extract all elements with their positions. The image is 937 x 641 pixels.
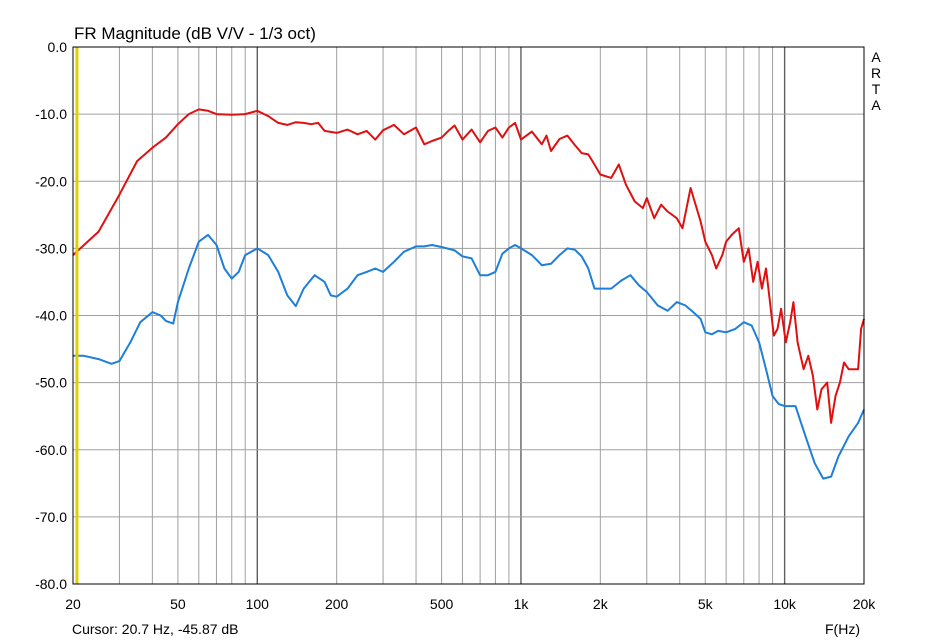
watermark-letter: A [871,49,881,65]
x-tick-label: 2k [593,596,609,612]
y-tick-label: -20.0 [35,173,67,189]
y-tick-label: 0.0 [48,39,68,55]
y-tick-label: -40.0 [35,308,67,324]
x-tick-label: 10k [773,596,797,612]
x-tick-label: 20k [853,596,877,612]
x-axis-ticks: 20 50 100 200 500 1k 2k 5k 10k 20k [65,596,876,612]
x-tick-label: 50 [170,596,186,612]
watermark-letter: A [871,97,881,113]
x-axis-label: F(Hz) [825,621,860,637]
series-line-2 [73,233,865,480]
x-tick-label: 5k [698,596,714,612]
x-tick-label: 200 [325,596,349,612]
y-tick-label: -80.0 [35,576,67,592]
series-layer [72,108,865,480]
watermark-letter: R [871,65,881,81]
x-tick-label: 100 [246,596,270,612]
plot-frame [72,46,865,585]
grid [73,47,864,584]
x-tick-label: 1k [514,596,530,612]
y-tick-label: -30.0 [35,240,67,256]
series-line-1 [72,108,865,424]
watermark-letter: T [872,81,881,97]
x-tick-label: 20 [65,596,81,612]
y-tick-label: -60.0 [35,442,67,458]
cursor-readout: Cursor: 20.7 Hz, -45.87 dB [72,621,239,637]
y-tick-label: -70.0 [35,509,67,525]
y-tick-label: -50.0 [35,375,67,391]
y-axis-ticks: 0.0 -10.0 -20.0 -30.0 -40.0 -50.0 -60.0 -70.0 -8… [35,39,67,592]
x-tick-label: 500 [430,596,454,612]
y-tick-label: -10.0 [35,106,67,122]
chart-title: FR Magnitude (dB V/V - 1/3 oct) [74,24,316,43]
